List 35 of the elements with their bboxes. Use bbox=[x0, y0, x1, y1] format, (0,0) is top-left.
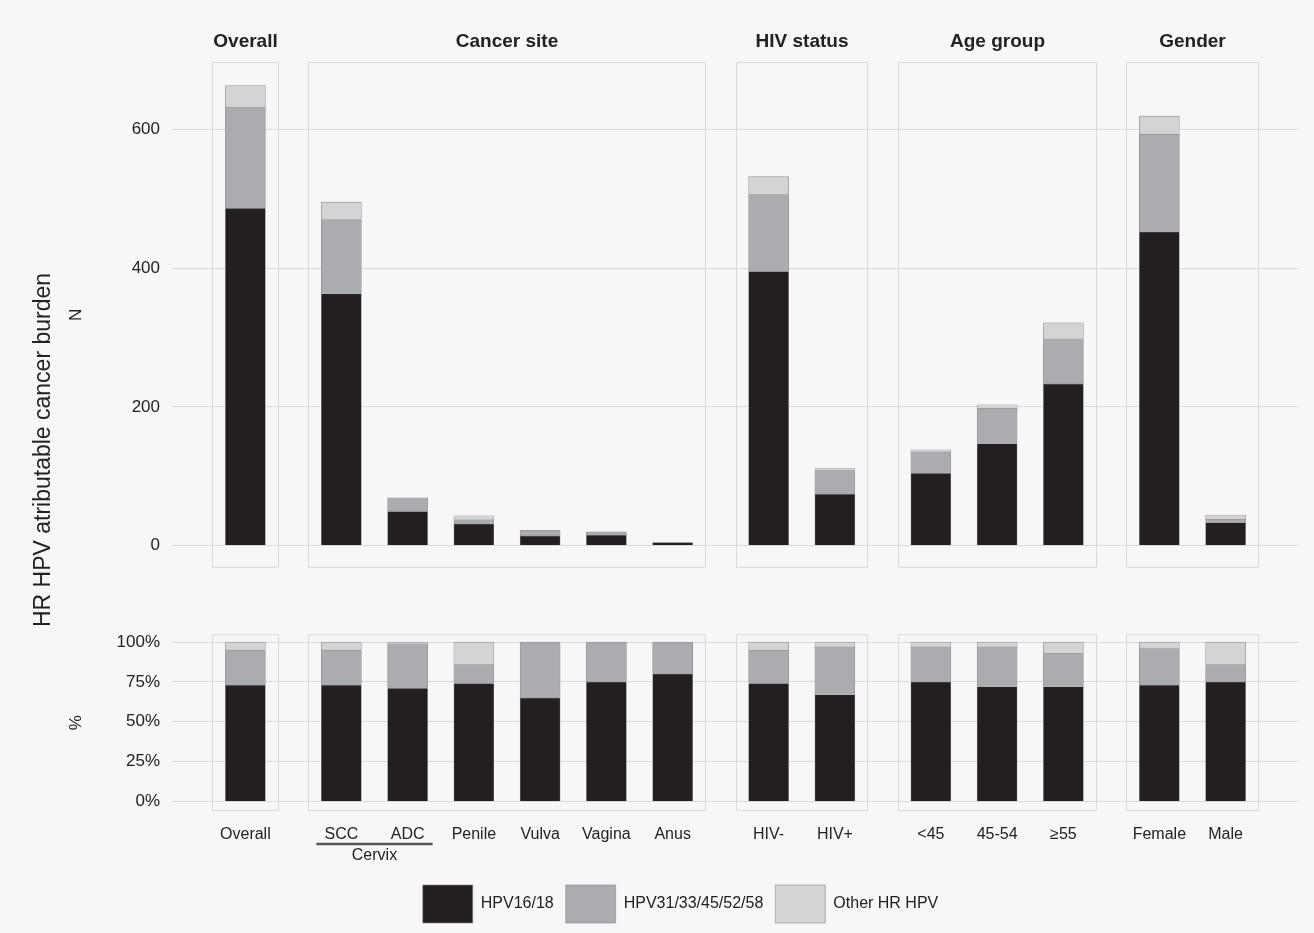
y-tick-label: 25% bbox=[125, 751, 160, 771]
text: HIV status bbox=[755, 30, 849, 52]
text: Overall bbox=[213, 30, 278, 52]
x-tick-label: Male bbox=[1208, 825, 1244, 843]
text: Age group bbox=[950, 30, 1045, 52]
x-tick-label: 45-54 bbox=[976, 825, 1018, 843]
x-tick-label: Vagina bbox=[582, 825, 631, 843]
x-tick-label: HIV- bbox=[753, 825, 785, 843]
x-tick-label: Penile bbox=[451, 825, 497, 843]
x-tick-label: SCC bbox=[324, 825, 359, 843]
y-axis-title: N bbox=[65, 308, 85, 322]
y-tick-label: 0 bbox=[150, 535, 160, 555]
y-tick-label: 600 bbox=[131, 118, 160, 138]
y-tick-label: 100% bbox=[116, 631, 160, 651]
x-tick-label: <45 bbox=[917, 825, 945, 843]
text: Cancer site bbox=[455, 30, 559, 52]
y-tick-label: 200 bbox=[131, 396, 160, 416]
legend-label: Other HR HPV bbox=[833, 894, 939, 912]
x-tick-label: Vulva bbox=[520, 825, 560, 843]
text: HR HPV atributable cancer burden bbox=[28, 272, 56, 628]
x-tick-label: ≥55 bbox=[1050, 825, 1077, 843]
text: Gender bbox=[1159, 30, 1227, 52]
y-tick-label: 0% bbox=[135, 791, 160, 811]
x-tick-label: Female bbox=[1132, 825, 1187, 843]
y-tick-label: 75% bbox=[125, 671, 160, 691]
text: Cervix bbox=[351, 846, 398, 864]
y-axis-title: % bbox=[65, 715, 85, 731]
legend-label: HPV31/33/45/52/58 bbox=[623, 894, 764, 912]
x-tick-label: ADC bbox=[390, 825, 425, 843]
y-tick-label: 50% bbox=[125, 711, 160, 731]
legend-label: HPV16/18 bbox=[480, 894, 554, 912]
x-tick-label: HIV+ bbox=[816, 825, 853, 843]
y-tick-label: 400 bbox=[131, 257, 160, 277]
x-tick-label: Anus bbox=[654, 825, 691, 843]
x-tick-label: Overall bbox=[220, 825, 271, 843]
